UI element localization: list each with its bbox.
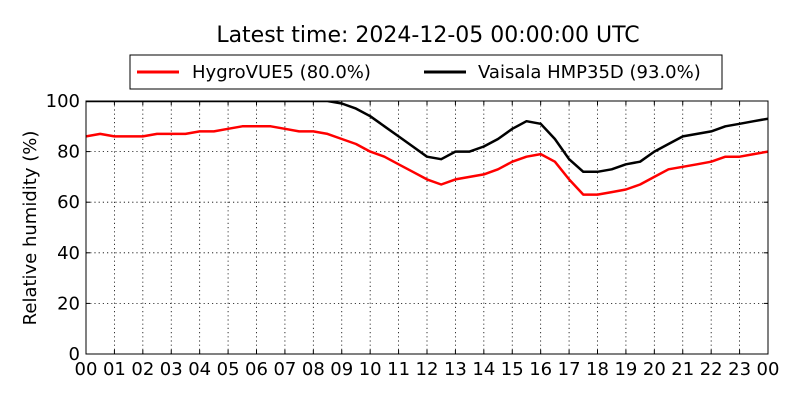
x-tick-label: 02 [131, 359, 154, 380]
series-line-vaisala [86, 101, 768, 174]
x-tick-label: 19 [614, 359, 637, 380]
x-tick-label: 09 [330, 359, 353, 380]
x-tick-label: 11 [387, 359, 410, 380]
plot-frame [85, 100, 769, 355]
legend-label-hygrovue5: HygroVUE5 (80.0%) [192, 62, 371, 83]
x-tick-label: 05 [217, 359, 240, 380]
x-tick-label: 15 [501, 359, 524, 380]
x-tick-label: 00 [75, 359, 98, 380]
x-tick-label: 23 [728, 359, 751, 380]
y-tick-label: 0 [69, 344, 80, 365]
grid [86, 101, 768, 354]
x-tick-label: 20 [643, 359, 666, 380]
chart-title: Latest time: 2024-12-05 00:00:00 UTC [216, 23, 639, 48]
x-tick-label: 16 [529, 359, 552, 380]
x-tick-label: 03 [160, 359, 183, 380]
y-tick-label: 60 [57, 192, 80, 213]
x-ticks: 00 01 02 03 04 05 06 07 08 09 10 11 12 13 14 15 16 17 18 19… [75, 101, 780, 380]
y-tick-label: 20 [57, 293, 80, 314]
x-tick-label: 21 [671, 359, 694, 380]
x-tick-label: 18 [586, 359, 609, 380]
x-tick-label: 00 [757, 359, 780, 380]
x-tick-label: 12 [416, 359, 439, 380]
x-tick-label: 13 [444, 359, 467, 380]
x-tick-label: 17 [558, 359, 581, 380]
y-ticks: 0 20 40 60 80 100 [46, 91, 768, 365]
series-layer [86, 101, 768, 196]
x-tick-label: 10 [359, 359, 382, 380]
y-tick-label: 80 [57, 142, 80, 163]
x-tick-label: 01 [103, 359, 126, 380]
x-tick-label: 08 [302, 359, 325, 380]
x-tick-label: 07 [273, 359, 296, 380]
x-tick-label: 04 [188, 359, 211, 380]
x-tick-label: 14 [472, 359, 495, 380]
series-line-hygrovue5 [86, 125, 768, 196]
legend: HygroVUE5 (80.0%) Vaisala HMP35D (93.0%) [129, 54, 723, 90]
x-tick-label: 06 [245, 359, 268, 380]
y-axis-label: Relative humidity (%) [20, 131, 41, 326]
legend-label-vaisala: Vaisala HMP35D (93.0%) [478, 62, 701, 83]
y-tick-label: 100 [46, 91, 80, 112]
y-tick-label: 40 [57, 243, 80, 264]
x-tick-label: 22 [700, 359, 723, 380]
